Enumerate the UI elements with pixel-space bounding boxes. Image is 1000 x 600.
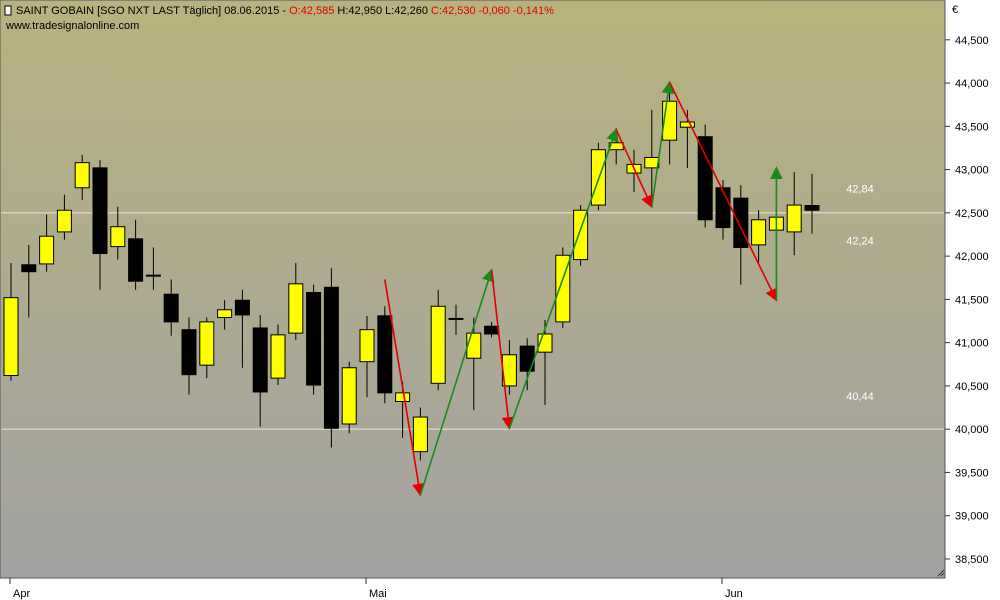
candle-body <box>341 367 357 425</box>
level-label: 40,44 <box>846 391 874 403</box>
level-label: 42,24 <box>846 235 874 247</box>
header-part: SAINT GOBAIN [SGO NXT LAST Täglich] 08.0… <box>16 5 286 17</box>
y-tick-label: 40,500 <box>955 381 989 393</box>
candle-body <box>217 309 233 319</box>
candle-body <box>3 297 19 377</box>
candle-body <box>377 315 393 394</box>
zigzag-segment <box>384 279 425 497</box>
candle-body <box>252 327 268 393</box>
source: www.tradesignalonline.com <box>5 20 139 32</box>
zigzag-segment <box>419 268 495 496</box>
candle-body <box>56 209 72 233</box>
candle-body <box>199 321 215 366</box>
y-tick-label: 40,000 <box>955 424 989 436</box>
zigzag-segment <box>651 80 675 207</box>
candle-body <box>306 291 322 386</box>
candle-body <box>644 156 660 169</box>
candle-body <box>715 187 731 229</box>
candle-body <box>466 332 482 359</box>
y-tick-label: 44,500 <box>955 35 989 47</box>
candle-body <box>395 392 411 402</box>
candle-body <box>448 317 464 320</box>
x-tick-label: Jun <box>725 588 743 600</box>
zigzag-segment <box>508 128 619 429</box>
candle-body <box>21 264 37 273</box>
y-tick-label: 42,000 <box>955 251 989 263</box>
candle-body <box>181 329 197 376</box>
candle-body <box>323 286 339 429</box>
candle-body <box>733 197 749 248</box>
header-part: C:42,530 -0,060 -0,141% <box>431 5 554 17</box>
candle-body <box>359 329 375 363</box>
candle-body <box>163 293 179 323</box>
candle-body <box>573 209 589 261</box>
candle-body <box>412 416 428 453</box>
candle-body <box>74 162 90 189</box>
y-tick-label: 41,500 <box>955 294 989 306</box>
y-tick-label: 41,000 <box>955 338 989 350</box>
candle-body <box>92 167 108 255</box>
candle-body <box>288 283 304 334</box>
candle-body <box>430 305 446 384</box>
y-tick-label: 44,000 <box>955 78 989 90</box>
zigzag-segment <box>490 269 515 430</box>
candle-body <box>145 274 161 277</box>
y-tick-label: 39,000 <box>955 511 989 523</box>
candle-body <box>679 121 695 128</box>
candle-body <box>804 205 820 211</box>
header-part: O:42,585 <box>289 5 334 17</box>
unit: € <box>952 4 958 16</box>
candle-body <box>128 238 144 282</box>
resize-grip <box>937 569 945 577</box>
header-part: H:42,950 L:42,260 <box>337 5 428 17</box>
candle-body <box>270 334 286 379</box>
x-tick-label: Apr <box>13 588 30 600</box>
y-tick-label: 39,500 <box>955 467 989 479</box>
candle-body <box>484 325 500 335</box>
candle-body <box>519 345 535 372</box>
header-icon <box>4 5 12 16</box>
candle-body <box>786 204 802 233</box>
candle-body <box>234 299 250 316</box>
candle-body <box>697 136 713 221</box>
level-label: 42,84 <box>846 183 874 195</box>
y-tick-label: 42,500 <box>955 208 989 220</box>
candle-body <box>110 226 126 248</box>
zigzag-segment <box>615 129 653 209</box>
y-tick-label: 38,500 <box>955 554 989 566</box>
y-tick-label: 43,500 <box>955 121 989 133</box>
x-tick-label: Mai <box>369 588 387 600</box>
candle-body <box>555 254 571 323</box>
plot-area <box>0 0 946 579</box>
y-tick-label: 43,000 <box>955 165 989 177</box>
zigzag-segment <box>668 81 778 302</box>
candle-body <box>39 235 55 265</box>
candle-body <box>751 219 767 246</box>
chart-header: SAINT GOBAIN [SGO NXT LAST Täglich] 08.0… <box>16 5 554 17</box>
